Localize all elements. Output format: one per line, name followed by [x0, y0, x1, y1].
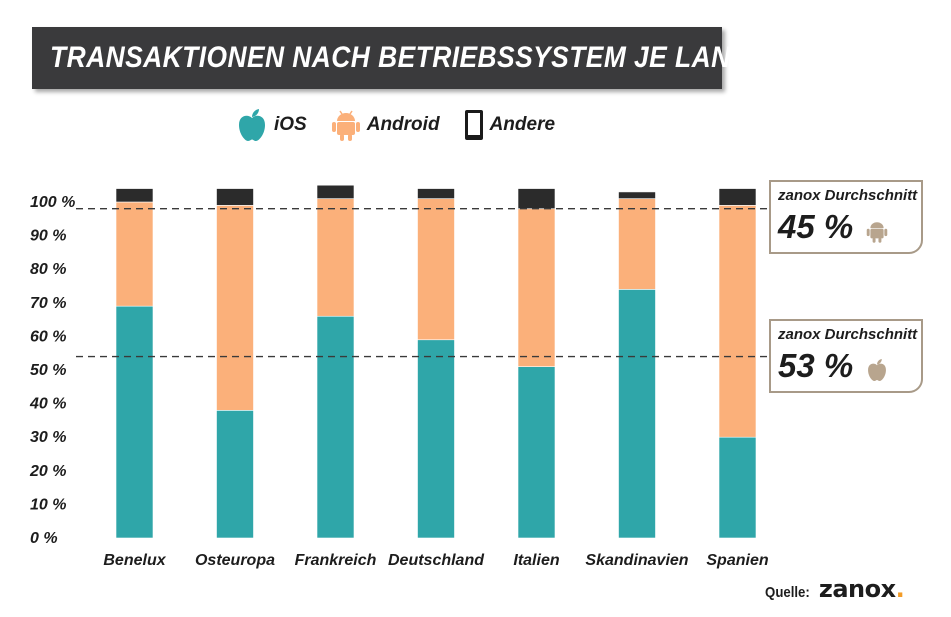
- android-average-value: 45 %: [778, 208, 854, 245]
- y-tick-label: 20 %: [29, 463, 66, 480]
- legend: iOS Android Andere: [236, 103, 579, 147]
- bar-segment-ios: [618, 289, 656, 539]
- bar-segment-andere: [517, 188, 556, 210]
- apple-icon: [868, 359, 886, 381]
- legend-label-android: Android: [366, 114, 440, 135]
- title-banner: TRANSAKTIONEN NACH BETRIEBSSYSTEM JE LAN…: [32, 27, 750, 89]
- legend-label-other: Andere: [489, 114, 556, 135]
- ios-average-callout: zanox Durchschnitt 53 %: [769, 319, 923, 393]
- bar-segment-ios: [216, 410, 254, 539]
- bar-segment-android: [517, 208, 556, 367]
- y-tick-label: 10 %: [30, 496, 66, 513]
- bar-segment-android: [115, 201, 154, 307]
- bar-segment-ios: [417, 339, 455, 539]
- chart-title: TRANSAKTIONEN NACH BETRIEBSSYSTEM JE LAN…: [50, 41, 751, 74]
- ios-average-value: 53 %: [778, 347, 854, 384]
- bar-segment-andere: [618, 191, 656, 199]
- bar-segment-android: [718, 205, 757, 438]
- bar-segment-android: [618, 198, 656, 290]
- bar-segment-android: [417, 198, 455, 341]
- android-icon: [866, 222, 888, 243]
- x-tick-label: Spanien: [706, 552, 768, 569]
- bar-segment-android: [216, 205, 254, 411]
- y-tick-label: 40 %: [29, 396, 66, 413]
- source-label: Quelle:: [765, 584, 810, 601]
- android-average-label: zanox Durchschnitt: [778, 187, 918, 204]
- apple-icon: [239, 109, 265, 141]
- y-tick-label: 70 %: [30, 295, 66, 312]
- source-brand-dot: .: [895, 575, 905, 603]
- y-tick-label: 90 %: [30, 228, 66, 245]
- source-credit: Quelle: zanox.: [762, 575, 905, 603]
- bar-segment-ios: [316, 315, 355, 539]
- legend-label-ios: iOS: [274, 114, 307, 135]
- source-brand: zanox: [818, 575, 896, 603]
- bar-segment-andere: [718, 188, 757, 206]
- bar-segment-andere: [417, 188, 455, 199]
- legend-item-ios: iOS: [236, 108, 307, 142]
- legend-item-android: Android: [331, 108, 440, 142]
- y-tick-label: 80 %: [30, 261, 66, 278]
- ios-average-label: zanox Durchschnitt: [778, 326, 918, 343]
- x-tick-label: Italien: [513, 552, 559, 569]
- device-icon: [464, 110, 483, 140]
- bar-segment-ios: [517, 366, 556, 539]
- x-tick-label: Benelux: [103, 552, 166, 569]
- x-tick-label: Frankreich: [295, 552, 377, 569]
- bar-segment-android: [316, 198, 355, 317]
- android-average-callout: zanox Durchschnitt 45 %: [769, 180, 923, 254]
- x-tick-label: Deutschland: [388, 552, 485, 569]
- y-tick-label: 30 %: [30, 429, 66, 446]
- y-tick-label: 50 %: [30, 362, 66, 379]
- y-tick-label: 60 %: [30, 328, 66, 345]
- y-tick-label: 0 %: [30, 530, 58, 547]
- bar-segment-andere: [115, 188, 154, 203]
- bar-segment-ios: [115, 305, 154, 539]
- y-tick-label: 100 %: [30, 194, 75, 211]
- bar-segment-andere: [216, 188, 254, 206]
- x-tick-label: Osteuropa: [195, 552, 275, 569]
- bar-segment-ios: [718, 436, 757, 539]
- x-tick-label: Skandinavien: [585, 552, 688, 569]
- bar-segment-andere: [316, 184, 355, 199]
- android-icon: [331, 110, 360, 141]
- legend-item-other: Andere: [464, 109, 555, 141]
